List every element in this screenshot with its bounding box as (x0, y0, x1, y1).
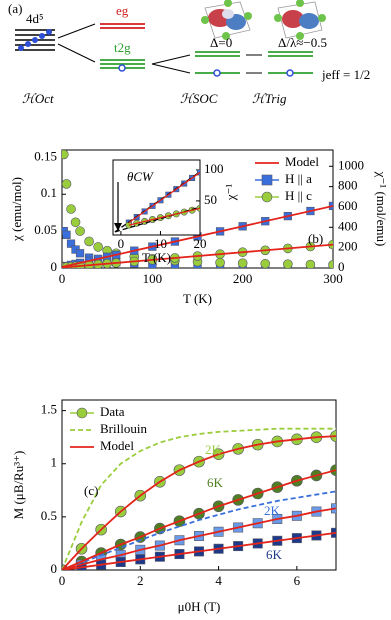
circle-marker (66, 204, 76, 214)
square-marker (62, 230, 71, 239)
legend-swatch (261, 174, 273, 186)
x-tick-label: 200 (233, 271, 253, 286)
x-tick-label: 10 (154, 236, 167, 251)
x-tick-label: 0 (59, 573, 66, 588)
jeff-label: jeff = 1/2 (321, 67, 370, 82)
y-axis-label: M (μB/Ru³⁺) (11, 451, 26, 520)
circle-marker (62, 179, 72, 189)
plot-area (62, 427, 336, 570)
series-line (62, 205, 333, 268)
series-line (62, 243, 333, 268)
y2-axis-label: χ⁻¹ (mol/emu) (374, 171, 389, 247)
delta-label: Δ=0 (210, 35, 232, 50)
x-tick-label: 0 (59, 271, 66, 286)
legend-label: H || c (285, 188, 312, 203)
annotation: θCW (127, 169, 154, 184)
circle-marker (70, 217, 81, 228)
panel-label: (a) (8, 1, 22, 16)
series-line (62, 507, 336, 570)
delta-label: Δ/λ≈−0.5 (278, 35, 327, 50)
x-axis-label: T (K) (183, 291, 212, 306)
legend-label: Brillouin (100, 421, 147, 436)
circle-marker (305, 259, 316, 268)
series-line (62, 531, 336, 570)
x-tick-label: 4 (215, 573, 222, 588)
plot-frame (61, 399, 337, 571)
y-tick-label: 1.5 (41, 402, 57, 417)
series-line (128, 171, 200, 224)
hamiltonian-label: ℋOct (22, 91, 54, 106)
circle-marker (93, 242, 103, 252)
curve-annotation: 6K (207, 475, 224, 490)
level-diagram: (a) 4d⁵ eg t2g jeff = 1/2 Δ=0 Δ/λ≈−0.5 (8, 0, 370, 106)
circle-marker (215, 257, 225, 268)
panel-label: (c) (84, 483, 98, 498)
t2g-label: t2g (114, 40, 131, 55)
circle-marker (237, 258, 248, 268)
plot-area (62, 150, 333, 268)
series-line (62, 469, 336, 570)
legend-swatch (76, 407, 88, 419)
y2-tick-label: 400 (338, 218, 358, 233)
y-axis-label: χ (emu/mol) (9, 177, 24, 242)
x-tick-label: 100 (143, 271, 163, 286)
x-tick-label: 0 (118, 236, 125, 251)
y-tick-label: 0.5 (41, 508, 57, 523)
plot-area (114, 169, 200, 233)
series-line (62, 435, 336, 570)
circle-marker (84, 236, 94, 247)
series-line (128, 207, 200, 226)
y2-tick-label: 0 (338, 259, 345, 274)
x-axis-label: μ0H (T) (178, 599, 221, 614)
circle-marker (75, 226, 85, 236)
y-tick-label: 0 (51, 259, 58, 274)
chart: 0 100 200 30000.050.10.1502004006008001000M… (9, 148, 389, 306)
legend-label: Data (100, 404, 125, 419)
panel-label: (b) (308, 231, 323, 246)
electron-config: 4d⁵ (26, 11, 44, 26)
chart: 0 2 4 6 0 0.5 1 1.5 Data Brillouin Model μ0H (T) M (… (11, 399, 337, 614)
curve-annotation: 2K (264, 503, 281, 518)
square-marker (196, 169, 200, 176)
x-tick-label: 300 (323, 271, 343, 286)
y-tick-label: 50 (204, 192, 217, 207)
series-line (62, 490, 336, 570)
eg-label: eg (116, 3, 129, 18)
chart: 0 10 20 50 100 T (K) χ⁻¹ θCW (112, 159, 238, 265)
hamiltonian-label: ℋSOC (180, 91, 218, 106)
y2-tick-label: 200 (338, 239, 358, 254)
y-tick-label: 0.15 (34, 148, 57, 163)
legend-label: Model (100, 438, 134, 453)
series-line (62, 427, 336, 570)
plot-frame (112, 159, 201, 236)
hamiltonian-label: ℋTrig (252, 91, 287, 106)
x-axis-label: T (K) (142, 250, 171, 265)
y2-tick-label: 600 (338, 198, 358, 213)
y-tick-label: 1 (51, 455, 58, 470)
x-tick-label: 2 (137, 573, 144, 588)
curve-annotation: 6K (266, 547, 283, 562)
x-tick-label: 6 (294, 573, 301, 588)
legend-label: Model (285, 154, 319, 169)
circle-marker (62, 150, 69, 160)
y-tick-label: 0.05 (34, 222, 57, 237)
y-axis-label: χ⁻¹ (223, 184, 238, 202)
y2-tick-label: 800 (338, 178, 358, 193)
orbital-sketch (201, 0, 326, 40)
square-marker (75, 249, 85, 258)
circle-marker (283, 259, 293, 268)
y-tick-label: 0 (51, 561, 58, 576)
y2-tick-label: 1000 (338, 157, 364, 172)
x-tick-label: 20 (194, 236, 207, 251)
y-tick-label: 100 (204, 161, 224, 176)
legend-label: H || a (285, 171, 312, 186)
circle-marker (260, 258, 271, 268)
circle-marker (328, 260, 333, 268)
curve-annotation: 2K (205, 442, 222, 457)
y-tick-label: 0.1 (41, 185, 57, 200)
legend-swatch (261, 191, 273, 203)
arrow-head (114, 223, 122, 231)
square-marker (66, 239, 76, 248)
